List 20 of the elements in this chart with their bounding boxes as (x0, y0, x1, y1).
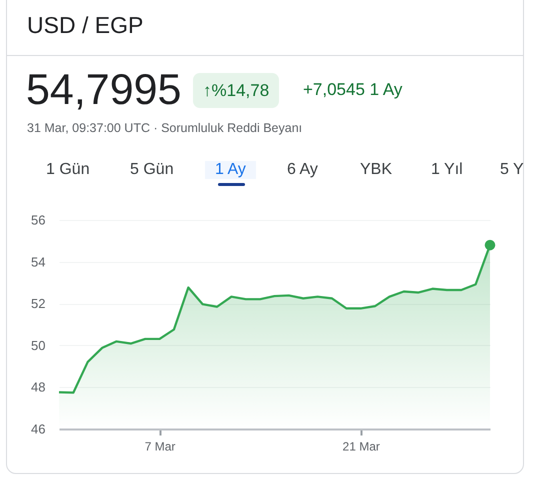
text: YBK (360, 161, 392, 179)
text: +7,0545 1 Ay (303, 80, 402, 100)
text: 5 Y (500, 161, 524, 179)
y-tick-label: 50 (31, 338, 46, 353)
text: ↑%14,78 (193, 73, 280, 108)
text: 1 Ay (205, 161, 256, 179)
y-tick-label: 54 (31, 254, 46, 270)
y-tick-label: 56 (31, 212, 46, 228)
y-tick-label: 52 (31, 296, 46, 312)
text: 31 Mar, 09:37:00 UTC · Sorumluluk Reddi Beyanı (27, 121, 302, 135)
y-tick-label: 46 (31, 422, 46, 436)
x-tick-label: 7 Mar (144, 440, 176, 454)
chart-title: USD / EGP (27, 12, 144, 39)
text: 1 Yıl (431, 161, 463, 179)
y-tick-label: 48 (31, 380, 46, 395)
text: 54,7995 (26, 66, 182, 115)
text: 1 Gün (46, 161, 90, 179)
text: 5 Gün (130, 161, 174, 179)
text: 6 Ay (287, 161, 318, 179)
x-tick-label: 21 Mar (342, 440, 380, 454)
